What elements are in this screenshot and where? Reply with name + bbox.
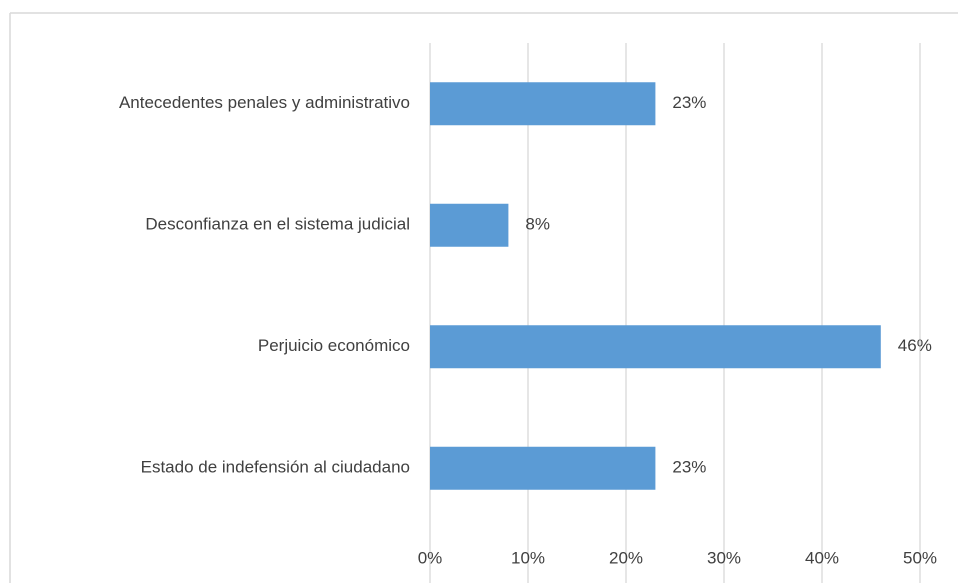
data-label: 46% (898, 336, 932, 355)
bar (430, 446, 656, 490)
y-tick-label: Desconfianza en el sistema judicial (145, 215, 410, 234)
x-tick-label: 30% (707, 548, 741, 567)
bar (430, 203, 509, 247)
y-tick-label: Perjuicio económico (258, 336, 410, 355)
x-tick-label: 50% (903, 548, 937, 567)
data-label: 8% (525, 215, 550, 234)
x-tick-label: 10% (511, 548, 545, 567)
data-label: 23% (672, 458, 706, 477)
data-label: 23% (672, 93, 706, 112)
x-tick-label: 40% (805, 548, 839, 567)
bar (430, 82, 656, 126)
y-tick-label: Antecedentes penales y administrativo (119, 93, 410, 112)
y-tick-label: Estado de indefensión al ciudadano (141, 458, 410, 477)
x-tick-label: 20% (609, 548, 643, 567)
x-tick-label: 0% (418, 548, 443, 567)
bar (430, 325, 881, 369)
